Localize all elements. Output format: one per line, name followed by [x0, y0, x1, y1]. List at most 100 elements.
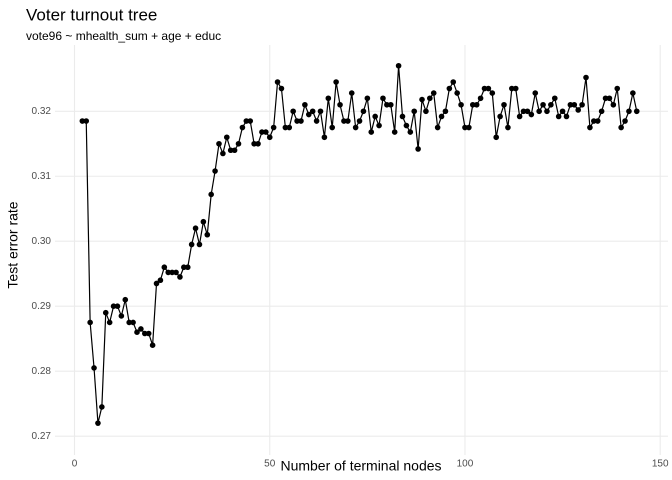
point [286, 124, 293, 131]
point [407, 129, 414, 135]
point [181, 264, 187, 271]
point [243, 118, 250, 124]
point [540, 101, 546, 108]
point [130, 319, 136, 326]
point [110, 303, 117, 310]
point [259, 129, 265, 135]
point [423, 108, 429, 115]
point [223, 134, 230, 141]
point [450, 79, 457, 85]
point [341, 118, 347, 124]
point [512, 85, 519, 92]
point [606, 95, 613, 102]
point [173, 269, 179, 276]
point [282, 124, 289, 131]
point [165, 269, 172, 276]
point [594, 118, 601, 124]
point [321, 134, 328, 141]
point [415, 146, 421, 152]
point [446, 85, 453, 92]
point [567, 101, 574, 108]
point [630, 90, 636, 96]
point [216, 140, 222, 147]
point [626, 108, 632, 115]
point [477, 95, 484, 102]
point [79, 118, 86, 124]
point [493, 134, 500, 141]
point [118, 313, 125, 319]
point [497, 113, 503, 120]
point [454, 90, 460, 96]
point [184, 264, 191, 271]
chart-subtitle: vote96 ~ mhealth_sum + age + educ [26, 29, 221, 43]
point [524, 108, 531, 115]
point [305, 111, 312, 118]
point [563, 113, 570, 120]
point [364, 95, 371, 102]
point [485, 85, 492, 92]
point [598, 108, 605, 115]
point [622, 118, 628, 124]
point [391, 129, 398, 135]
point [188, 241, 195, 248]
point [142, 330, 148, 337]
point [313, 118, 320, 124]
point [102, 309, 109, 316]
point [208, 191, 214, 198]
point [333, 79, 339, 85]
point [489, 90, 496, 96]
point [270, 124, 277, 131]
point [419, 96, 425, 103]
point [87, 319, 93, 326]
point [384, 101, 390, 108]
point [274, 79, 281, 85]
x-tick-label: 150 [652, 459, 669, 470]
point [337, 101, 343, 108]
point [610, 101, 617, 108]
point [505, 124, 511, 131]
point [442, 108, 449, 115]
point [591, 118, 597, 124]
point [294, 118, 300, 124]
point [411, 108, 418, 115]
point [559, 108, 566, 115]
point [302, 101, 308, 108]
point [290, 108, 296, 115]
point [602, 95, 609, 102]
point [427, 95, 433, 102]
point [395, 62, 402, 69]
y-tick-label: 0.31 [32, 171, 52, 182]
point [583, 74, 589, 81]
point [352, 124, 359, 131]
point [345, 118, 351, 124]
point [579, 101, 585, 108]
y-tick-label: 0.32 [32, 106, 52, 117]
point [91, 365, 97, 371]
point [614, 85, 621, 92]
point [368, 129, 375, 135]
point [231, 147, 238, 154]
point [536, 108, 542, 115]
x-axis-label: Number of terminal nodes [280, 458, 441, 474]
point [235, 140, 242, 147]
point [466, 124, 472, 131]
x-tick-label: 100 [457, 459, 474, 470]
point [528, 111, 535, 118]
point [99, 404, 105, 410]
point [309, 108, 316, 115]
point [95, 420, 101, 426]
point [126, 319, 132, 326]
point [501, 101, 507, 108]
point [633, 108, 640, 115]
point [255, 140, 261, 147]
point [544, 108, 550, 115]
point [149, 342, 156, 348]
point [372, 113, 378, 120]
point [551, 95, 558, 102]
point [196, 241, 203, 248]
point [161, 264, 168, 271]
point [134, 329, 140, 335]
point [122, 296, 129, 303]
point [212, 168, 218, 174]
